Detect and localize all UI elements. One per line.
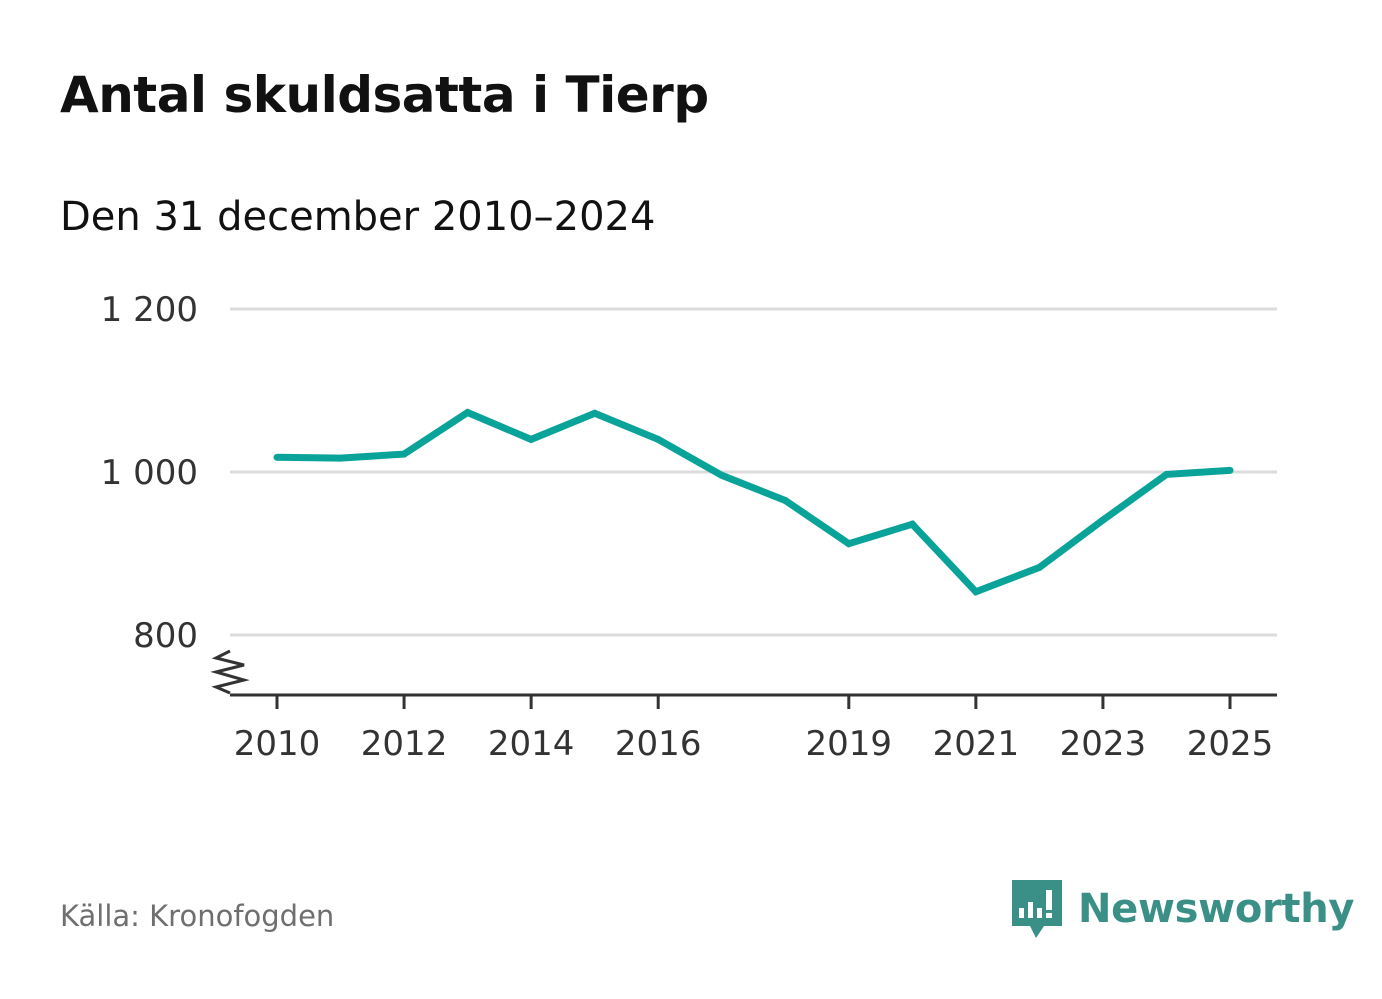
axis-break-icon [210, 649, 250, 695]
x-tick-label: 2012 [361, 724, 448, 764]
data-point [781, 497, 789, 505]
source-note: Källa: Kronofogden [60, 899, 335, 933]
x-tick-label: 2014 [488, 724, 575, 764]
brand: Newsworthy [1010, 878, 1355, 940]
data-point [591, 409, 599, 417]
data-point [400, 450, 408, 458]
data-point [1035, 563, 1043, 571]
data-point [464, 409, 472, 417]
chart-subtitle: Den 31 december 2010–2024 [60, 194, 656, 240]
x-tick-label: 2010 [234, 724, 321, 764]
x-tick-label: 2021 [933, 724, 1020, 764]
newsworthy-bar-chart-icon [1012, 880, 1062, 938]
data-point [908, 520, 916, 528]
data-point [337, 454, 345, 462]
x-tick-label: 2025 [1187, 724, 1274, 764]
data-point [1226, 466, 1234, 474]
data-point [273, 453, 281, 461]
brand-name: Newsworthy [1078, 886, 1355, 932]
data-point [718, 471, 726, 479]
data-point [1099, 516, 1107, 524]
data-point [845, 540, 853, 548]
y-tick-label: 800 [133, 616, 198, 656]
x-tick-label: 2019 [806, 724, 893, 764]
series-line [276, 408, 1231, 596]
data-point [654, 435, 662, 443]
data-point [972, 588, 980, 596]
data-point [1162, 470, 1170, 478]
x-tick-label: 2016 [615, 724, 702, 764]
y-tick-label: 1 000 [101, 453, 198, 493]
x-tick-label: 2023 [1060, 724, 1147, 764]
y-tick-label: 1 200 [101, 290, 198, 330]
data-point [527, 435, 535, 443]
chart-title: Antal skuldsatta i Tierp [60, 66, 709, 124]
